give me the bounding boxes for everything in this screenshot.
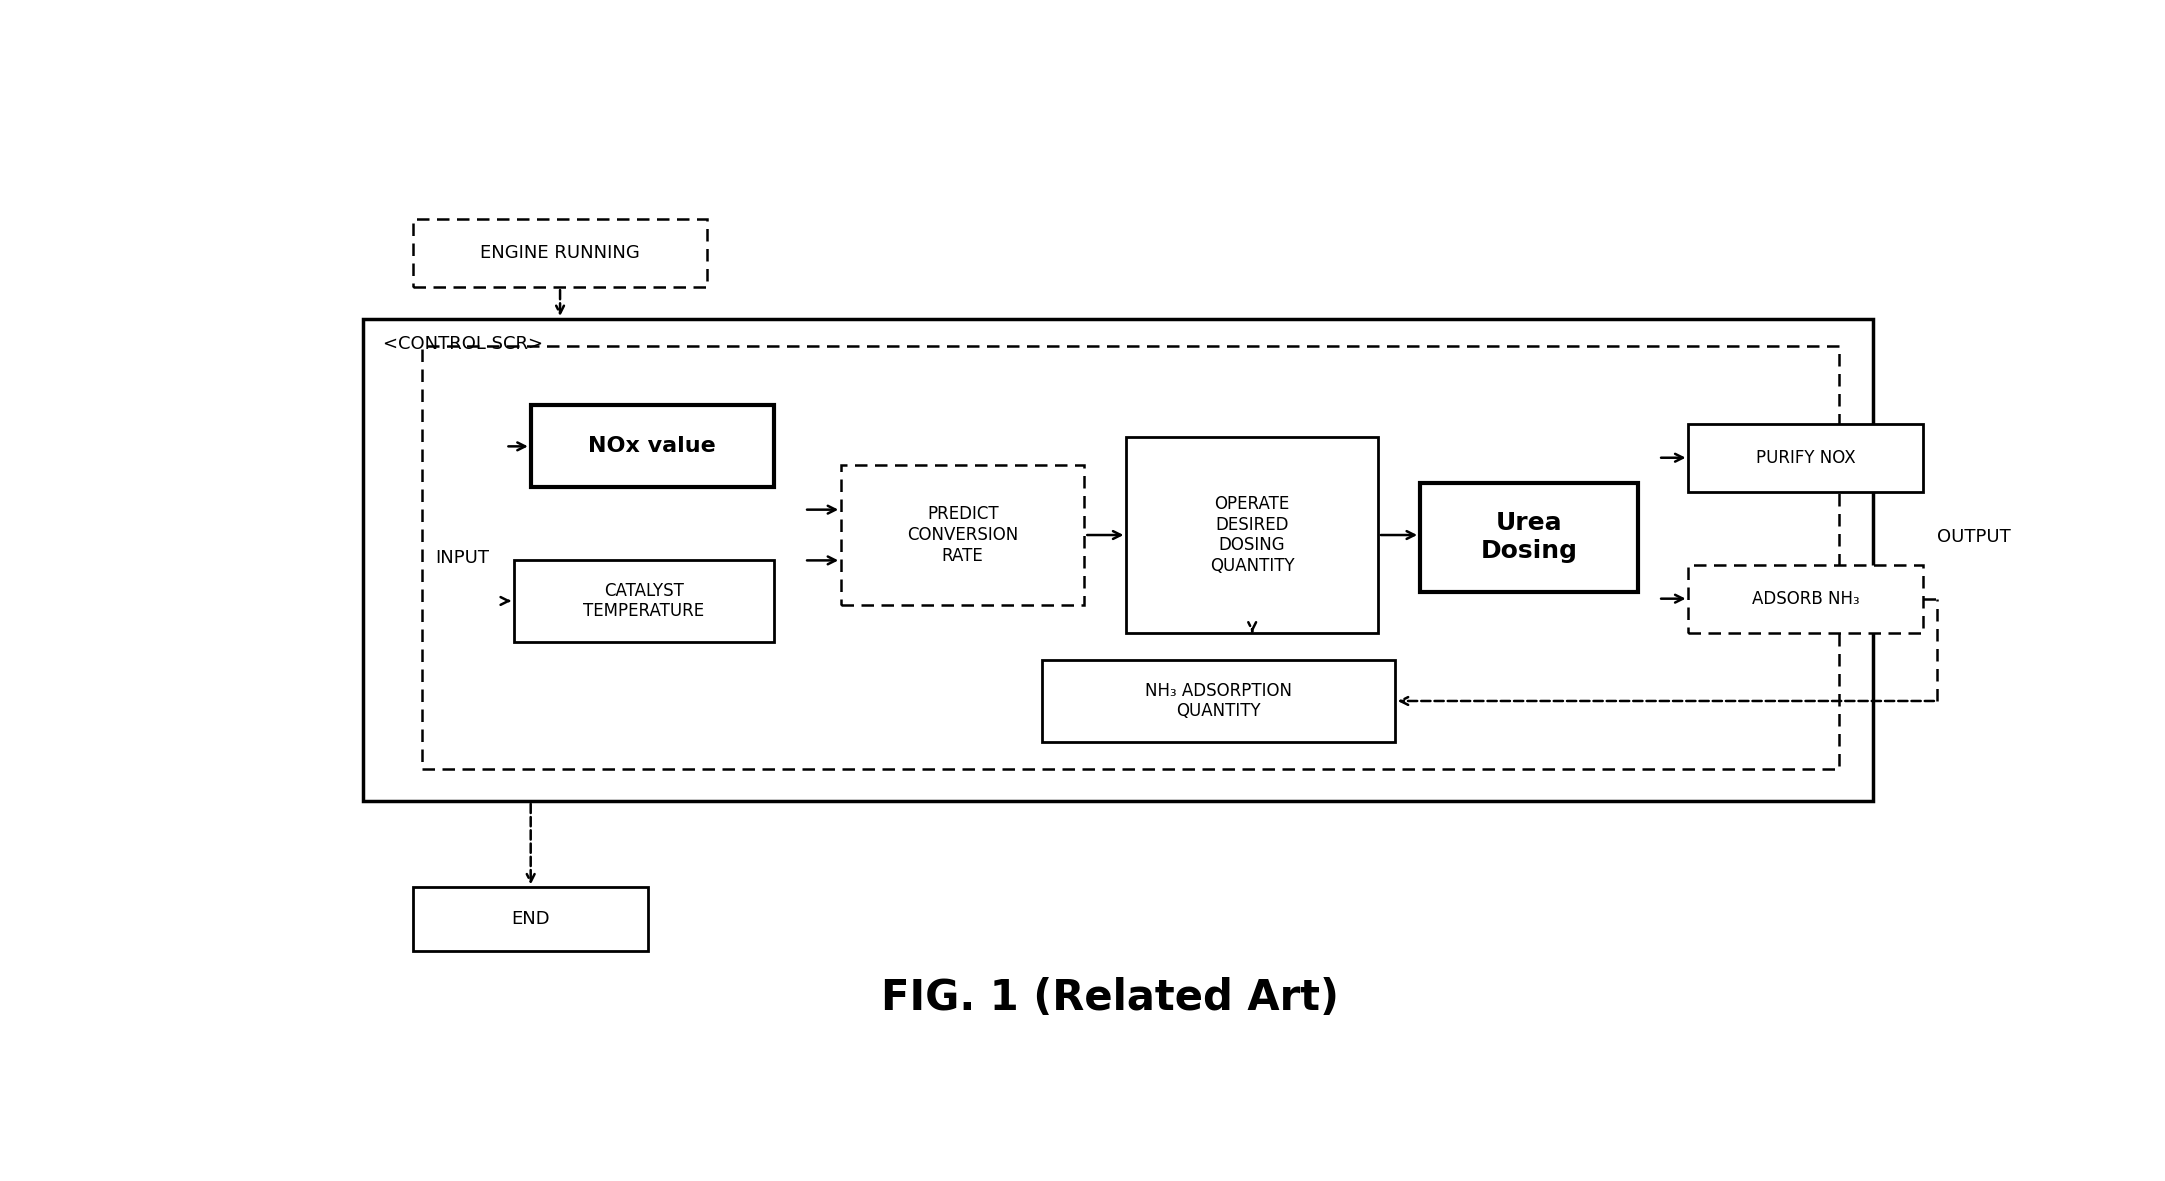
Bar — [1420, 483, 1639, 592]
Text: ADSORB NH₃: ADSORB NH₃ — [1751, 589, 1860, 608]
Text: FIG. 1 (Related Art): FIG. 1 (Related Art) — [881, 977, 1338, 1019]
Bar — [1044, 660, 1394, 742]
Text: NH₃ ADSORPTION
QUANTITY: NH₃ ADSORPTION QUANTITY — [1145, 681, 1293, 720]
Text: NOx value: NOx value — [589, 436, 717, 456]
Text: ENGINE RUNNING: ENGINE RUNNING — [481, 244, 641, 262]
Text: END: END — [511, 911, 550, 928]
Bar — [1689, 424, 1923, 491]
Bar — [513, 560, 775, 642]
Bar — [840, 464, 1085, 606]
Bar — [414, 218, 706, 287]
Text: Urea
Dosing: Urea Dosing — [1481, 511, 1578, 563]
Bar — [1689, 565, 1923, 633]
Text: <CONTROL SCR>: <CONTROL SCR> — [383, 335, 543, 353]
Text: PREDICT
CONVERSION
RATE: PREDICT CONVERSION RATE — [907, 505, 1018, 565]
Bar — [530, 405, 775, 488]
Text: CATALYST
TEMPERATURE: CATALYST TEMPERATURE — [582, 581, 704, 620]
Bar — [364, 319, 1873, 801]
Bar — [414, 887, 647, 951]
Text: PURIFY NOX: PURIFY NOX — [1756, 449, 1855, 466]
Text: OUTPUT: OUTPUT — [1938, 528, 2011, 547]
Text: OPERATE
DESIRED
DOSING
QUANTITY: OPERATE DESIRED DOSING QUANTITY — [1210, 495, 1295, 575]
Bar — [422, 346, 1840, 769]
Text: INPUT: INPUT — [435, 549, 489, 567]
Bar — [1126, 437, 1377, 633]
